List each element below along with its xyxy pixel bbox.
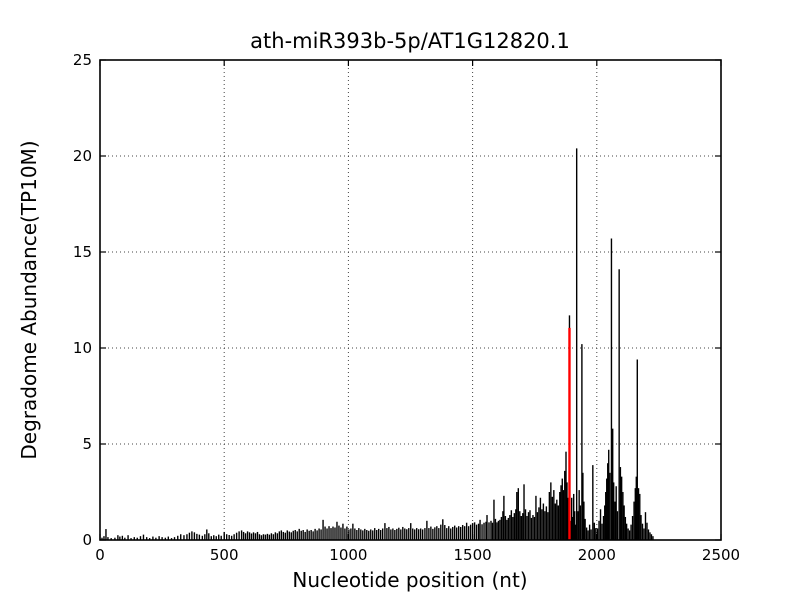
x-tick-label: 2000 <box>578 546 616 564</box>
x-tick-label: 1500 <box>454 546 492 564</box>
chart-title: ath-miR393b-5p/AT1G12820.1 <box>250 29 570 53</box>
x-tick-label: 1000 <box>329 546 367 564</box>
axis-ticks <box>99 59 722 541</box>
x-tick-label: 2500 <box>702 546 740 564</box>
x-axis-label: Nucleotide position (nt) <box>292 568 527 592</box>
data-stems <box>101 148 654 540</box>
x-tick-label: 0 <box>95 546 105 564</box>
y-tick-label: 25 <box>73 51 92 69</box>
y-tick-label: 10 <box>73 339 92 357</box>
plot-border <box>99 59 722 541</box>
y-tick-label: 20 <box>73 147 92 165</box>
y-tick-label: 0 <box>82 531 92 549</box>
y-axis-label: Degradome Abundance(TP10M) <box>17 140 41 459</box>
y-tick-label: 15 <box>73 243 92 261</box>
y-tick-labels: 0 5 10 15 20 25 <box>73 51 92 549</box>
x-tick-label: 500 <box>210 546 239 564</box>
y-tick-label: 5 <box>82 435 92 453</box>
gridlines <box>100 60 721 540</box>
x-tick-labels: 0 500 1000 1500 2000 2500 <box>95 546 740 564</box>
